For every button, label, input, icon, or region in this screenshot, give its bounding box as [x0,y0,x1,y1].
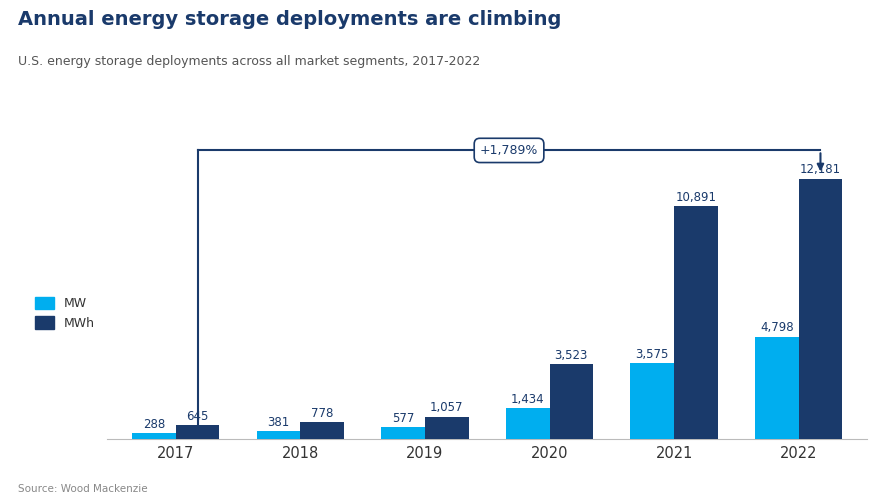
Text: 3,523: 3,523 [554,349,588,362]
Bar [550,364,593,439]
Text: 1,057: 1,057 [430,401,463,414]
Text: 1,434: 1,434 [510,393,544,406]
Text: 577: 577 [392,412,414,425]
Text: 288: 288 [143,418,165,431]
Text: 381: 381 [267,416,290,429]
Bar [506,409,550,439]
Bar [425,417,468,439]
Text: 778: 778 [311,407,333,420]
Bar [300,423,344,439]
Text: U.S. energy storage deployments across all market segments, 2017-2022: U.S. energy storage deployments across a… [18,55,480,68]
Text: 12,181: 12,181 [800,164,841,177]
Text: +1,789%: +1,789% [480,144,538,157]
Text: 645: 645 [187,410,209,423]
Text: 3,575: 3,575 [636,347,669,360]
Legend: MW, MWh: MW, MWh [30,291,100,335]
Text: Source: Wood Mackenzie: Source: Wood Mackenzie [18,484,148,494]
Text: 10,891: 10,891 [675,191,716,204]
Bar [382,427,425,439]
Bar [798,179,842,439]
Text: 4,798: 4,798 [760,321,794,334]
Text: Annual energy storage deployments are climbing: Annual energy storage deployments are cl… [18,10,561,29]
Bar [755,336,798,439]
Bar [674,206,718,439]
Bar [630,363,674,439]
Bar [257,431,300,439]
Bar [132,433,176,439]
Bar [176,425,219,439]
